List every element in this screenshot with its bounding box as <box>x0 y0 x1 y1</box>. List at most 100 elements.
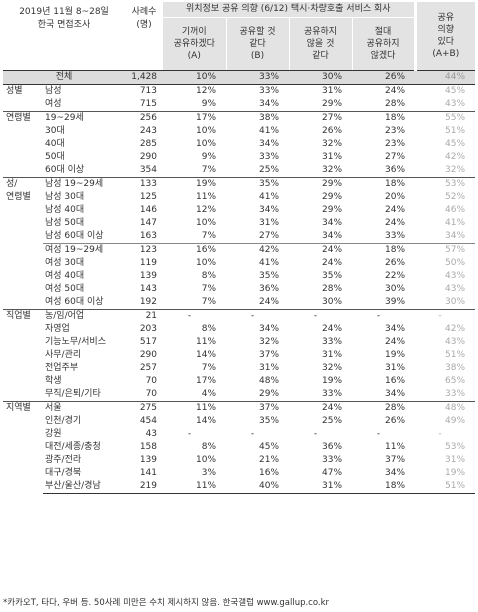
row-sample-size: 21 <box>125 309 164 323</box>
cell-never: 18% <box>352 111 416 125</box>
row-sample-size: 715 <box>139 99 158 109</box>
table-row: 무직/은퇴/기타 70 4% 29% 33% 34% 33% <box>3 388 475 402</box>
cell-never: 24% <box>385 218 406 228</box>
results-table-container: 2019년 11월 8~28일 한국 면접조사 사례수 (명) 위치정보 공유 … <box>3 2 476 494</box>
cell-definitely: 9% <box>201 99 217 109</box>
cell-probably-not: 29% <box>322 99 343 109</box>
row-label: 19~29세 <box>43 111 126 125</box>
cell-never: 24% <box>385 205 406 215</box>
cell-probably-not: 47% <box>322 468 343 478</box>
row-sample-size: 147 <box>139 218 158 228</box>
cell-probably: 33% <box>259 152 280 162</box>
cell-never: 34% <box>385 389 406 399</box>
cell-definitely: 7% <box>201 165 217 175</box>
cell-definitely: 7% <box>201 297 217 307</box>
total-willing: 44% <box>415 70 476 85</box>
table-row: 성/ 연령별 남성 19~29세 133 19% 35% 29% 18% 53% <box>3 177 476 310</box>
cell-probably: 37% <box>259 350 280 360</box>
cell-never: 28% <box>385 99 406 109</box>
cell-never: 16% <box>385 376 406 386</box>
total-probably-not: 30% <box>289 70 353 85</box>
cell-probably: - <box>226 309 290 323</box>
cell-definitely: 8% <box>201 271 217 281</box>
cell-definitely: 7% <box>201 284 217 294</box>
results-table: 2019년 11월 8~28일 한국 면접조사 사례수 (명) 위치정보 공유 … <box>3 2 476 494</box>
cell-willing: 49% <box>445 416 466 426</box>
cell-probably: 40% <box>226 480 290 494</box>
table-row: 여성 715 9% 34% 29% 28% 43% <box>3 98 475 112</box>
cell-probably-not: 34% <box>322 218 343 228</box>
cell-definitely: 10% <box>196 455 217 465</box>
table-row: 50대 290 9% 33% 31% 27% 42% <box>3 151 475 164</box>
table-row: 기능노무/서비스 517 11% 32% 33% 24% 43% <box>3 336 475 349</box>
cell-definitely: 12% <box>196 205 217 215</box>
cell-definitely: 7% <box>201 363 217 373</box>
cell-probably: 41% <box>259 126 280 136</box>
cell-definitely: 10% <box>196 139 217 149</box>
cell-never: 11% <box>385 442 406 452</box>
row-label: 남성 50대 <box>45 218 85 228</box>
cell-willing: 51% <box>445 126 466 136</box>
sample-size-header: 사례수 (명) <box>125 2 164 71</box>
cell-probably: 35% <box>226 177 290 191</box>
row-label: 무직/은퇴/기타 <box>45 389 101 399</box>
col-header-never: 절대 공유하지 않겠다 <box>352 17 416 71</box>
table-row: 지역별 서울 275 11% 37% 24% 28% 48% <box>3 401 476 494</box>
cell-definitely: 11% <box>196 192 217 202</box>
total-label: 전체 <box>3 70 126 85</box>
cell-willing: 42% <box>445 324 466 334</box>
row-label: 여성 19~29세 <box>45 245 104 255</box>
cell-willing: 38% <box>445 363 466 373</box>
table-row: 40대 285 10% 34% 32% 23% 45% <box>3 138 475 151</box>
cell-willing: 43% <box>445 284 466 294</box>
cell-probably: 38% <box>226 111 290 125</box>
cell-definitely: 11% <box>163 480 227 494</box>
cell-willing: 53% <box>445 442 466 452</box>
table-row: 여성 60대 이상 192 7% 24% 30% 39% 30% <box>3 296 475 310</box>
cell-never: 30% <box>385 284 406 294</box>
cell-probably: 48% <box>259 376 280 386</box>
group-label: 성별 <box>3 84 43 112</box>
cell-definitely: 16% <box>196 245 217 255</box>
cell-definitely: 11% <box>163 401 227 415</box>
cell-probably: 32% <box>259 337 280 347</box>
cell-definitely: 17% <box>163 111 227 125</box>
cell-willing: 51% <box>415 480 476 494</box>
cell-never: 34% <box>385 324 406 334</box>
cell-willing: 19% <box>445 468 466 478</box>
row-sample-size: 143 <box>139 284 158 294</box>
cell-willing: 45% <box>445 139 466 149</box>
table-row: 대전/세종/충청 158 8% 45% 36% 11% 53% <box>3 441 475 454</box>
total-n: 1,428 <box>125 70 164 85</box>
cell-never: 36% <box>385 165 406 175</box>
row-sample-size: 139 <box>139 271 158 281</box>
survey-method: 한국 면접조사 <box>37 20 91 30</box>
cell-willing: 43% <box>445 99 466 109</box>
cell-never: - <box>376 429 381 439</box>
cell-probably-not: 25% <box>322 416 343 426</box>
row-sample-size: 158 <box>139 442 158 452</box>
row-sample-size: 43 <box>145 429 158 439</box>
row-label: 남성 <box>43 84 126 98</box>
row-label: 여성 <box>45 99 62 109</box>
cell-probably: 35% <box>259 416 280 426</box>
cell-definitely: 12% <box>163 84 227 98</box>
cell-definitely: 3% <box>201 468 217 478</box>
cell-willing: - <box>438 429 442 439</box>
cell-probably-not: 33% <box>322 389 343 399</box>
cell-definitely: - <box>163 309 227 323</box>
cell-never: - <box>352 309 416 323</box>
cell-probably-not: 29% <box>322 205 343 215</box>
survey-date-header: 2019년 11월 8~28일 한국 면접조사 <box>3 2 126 71</box>
cell-probably: 34% <box>259 324 280 334</box>
cell-probably-not: 31% <box>322 152 343 162</box>
row-label: 남성 19~29세 <box>43 177 126 191</box>
row-label: 사무/관리 <box>45 350 82 360</box>
cell-willing: 45% <box>415 84 476 98</box>
cell-willing: 55% <box>415 111 476 125</box>
cell-willing: 43% <box>445 337 466 347</box>
cell-willing: 53% <box>415 177 476 191</box>
row-label: 전업주부 <box>45 363 79 373</box>
row-label: 인천/경기 <box>45 416 82 426</box>
row-label: 남성 60대 이상 <box>45 231 104 241</box>
